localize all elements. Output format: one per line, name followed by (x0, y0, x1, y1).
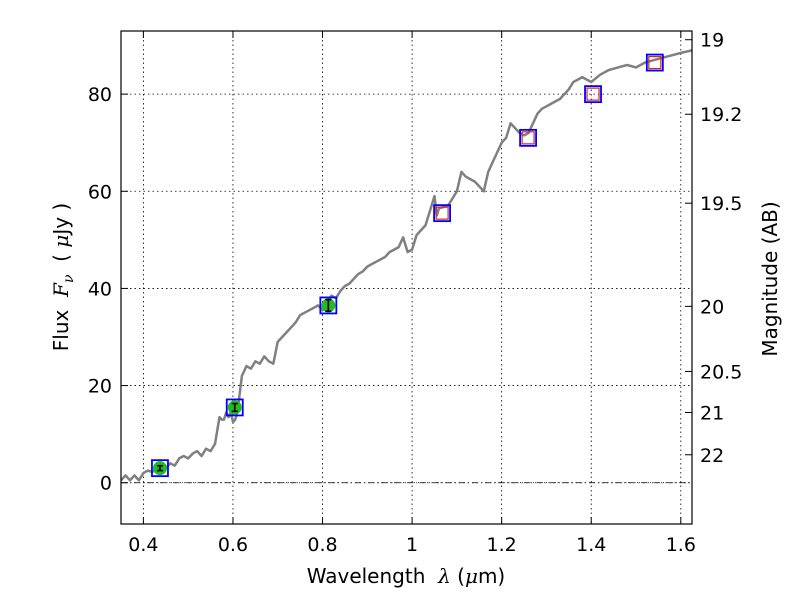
photometry-point (645, 53, 664, 72)
x-tick-labels: 0.4 0.6 0.8 1 1.2 1.4 1.6 (128, 534, 696, 556)
photometry-point (519, 128, 537, 147)
y2-axis-label: Magnitude (AB) (758, 201, 782, 356)
y-tick-label: 60 (88, 181, 112, 203)
photometry-points (151, 53, 664, 478)
photometry-point (319, 296, 338, 315)
x-tick-label: 1 (406, 534, 418, 556)
x-tick-label: 1.6 (666, 534, 696, 556)
photometry-point (225, 398, 244, 417)
y-tick-label: 0 (100, 473, 112, 495)
magnitude-tick-label: 20.5 (700, 361, 742, 383)
x-tick-label: 0.6 (218, 534, 248, 556)
magnitude-tick-label: 20 (700, 296, 724, 318)
observed-limit-marker (586, 87, 600, 101)
magnitude-tick-label: 22 (700, 445, 724, 467)
y-tick-label: 40 (88, 278, 112, 300)
plot-frame (120, 30, 693, 525)
axis-ticks (121, 31, 692, 524)
model-flux-marker (433, 204, 452, 223)
model-flux-marker (519, 128, 537, 147)
model-flux-marker (151, 459, 169, 478)
magnitude-tick-label: 19.5 (700, 193, 742, 215)
magnitude-tick-label: 19 (700, 30, 724, 52)
model-flux-marker (319, 296, 338, 315)
y-tick-label: 20 (88, 376, 112, 398)
observed-limit-marker (648, 55, 662, 70)
spectrum-line (121, 49, 692, 482)
magnitude-tick-label: 19.2 (700, 104, 742, 126)
x-tick-label: 1.2 (487, 534, 517, 556)
model-flux-marker (225, 398, 244, 417)
x-tick-label: 0.4 (128, 534, 158, 556)
photometry-point (151, 459, 169, 478)
grid-lines (121, 31, 692, 524)
x-tick-label: 1.4 (576, 534, 606, 556)
model-flux-marker (645, 53, 664, 72)
photometry-point (433, 204, 452, 223)
x-tick-label: 0.8 (307, 534, 337, 556)
photometry-point (584, 85, 602, 104)
x-axis-label: Wavelength λ (μm) (307, 564, 506, 588)
y-tick-labels: 0 20 40 60 80 (88, 84, 112, 495)
model-flux-marker (584, 85, 602, 104)
magnitude-tick-labels: 19 19.2 19.5 20 20.5 21 22 (700, 30, 742, 467)
magnitude-tick-label: 21 (700, 403, 724, 425)
y-tick-label: 80 (88, 84, 112, 106)
observed-limit-marker (435, 206, 449, 220)
observed-limit-marker (521, 131, 535, 145)
y-axis-label: Flux Fν ( μJy ) (49, 203, 77, 351)
